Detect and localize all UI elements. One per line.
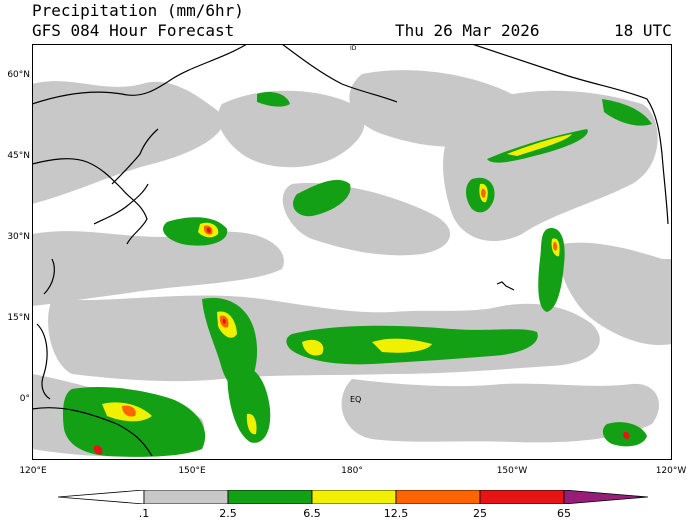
colorbar-label-5: 65	[557, 507, 571, 520]
lon-label-150e: 150°E	[178, 466, 206, 476]
lon-label-150w: 150°W	[496, 466, 528, 476]
north-america-coast	[471, 44, 669, 225]
intense-precip-areas	[93, 227, 630, 455]
valid-time: 18 UTC	[614, 21, 672, 40]
model-forecast-label: GFS 084 Hour Forecast	[32, 21, 235, 40]
lon-label-120e: 120°E	[19, 466, 47, 476]
hawaii-islands	[496, 281, 515, 291]
very-heavy-precip-areas	[122, 188, 558, 417]
asia-coast-east	[32, 158, 148, 245]
dateline-label: ID	[350, 45, 357, 52]
japan-coast	[93, 183, 149, 225]
lat-label-15n: 15°N	[7, 313, 30, 323]
colorbar-label-2: 6.5	[303, 507, 321, 520]
new-guinea-coast	[32, 407, 153, 457]
colorbar-label-4: 25	[473, 507, 487, 520]
colorbar-label-1: 2.5	[219, 507, 237, 520]
colorbar-segment-3	[311, 490, 397, 504]
lon-label-120w: 120°W	[655, 466, 687, 476]
philippines-coast	[36, 323, 51, 400]
taiwan-coast	[43, 258, 55, 295]
colorbar	[58, 490, 648, 504]
lat-label-eq: 0°	[19, 394, 30, 404]
coastlines	[32, 44, 669, 457]
colorbar-segment-1	[143, 490, 229, 504]
colorbar-segment-6	[563, 490, 648, 504]
lat-label-60n: 60°N	[7, 70, 30, 80]
chart-title: Precipitation (mm/6hr)	[32, 1, 244, 20]
colorbar-segment-4	[395, 490, 481, 504]
equator-label: EQ	[350, 395, 361, 404]
asia-coast-north	[32, 44, 248, 105]
precipitation-map: EQ ID	[32, 44, 672, 460]
valid-date: Thu 26 Mar 2026	[395, 21, 540, 40]
colorbar-label-3: 12.5	[383, 507, 409, 520]
colorbar-label-0: .1	[138, 507, 150, 520]
colorbar-segment-2	[227, 490, 313, 504]
lon-label-180: 180°	[341, 466, 363, 476]
colorbar-segment-0	[58, 490, 145, 504]
map-border	[32, 44, 672, 460]
sakhalin-kuril-coast	[111, 128, 159, 185]
lat-label-30n: 30°N	[7, 232, 30, 242]
colorbar-segment-5	[479, 490, 565, 504]
lat-label-45n: 45°N	[7, 151, 30, 161]
aleutian-arc	[281, 44, 398, 103]
